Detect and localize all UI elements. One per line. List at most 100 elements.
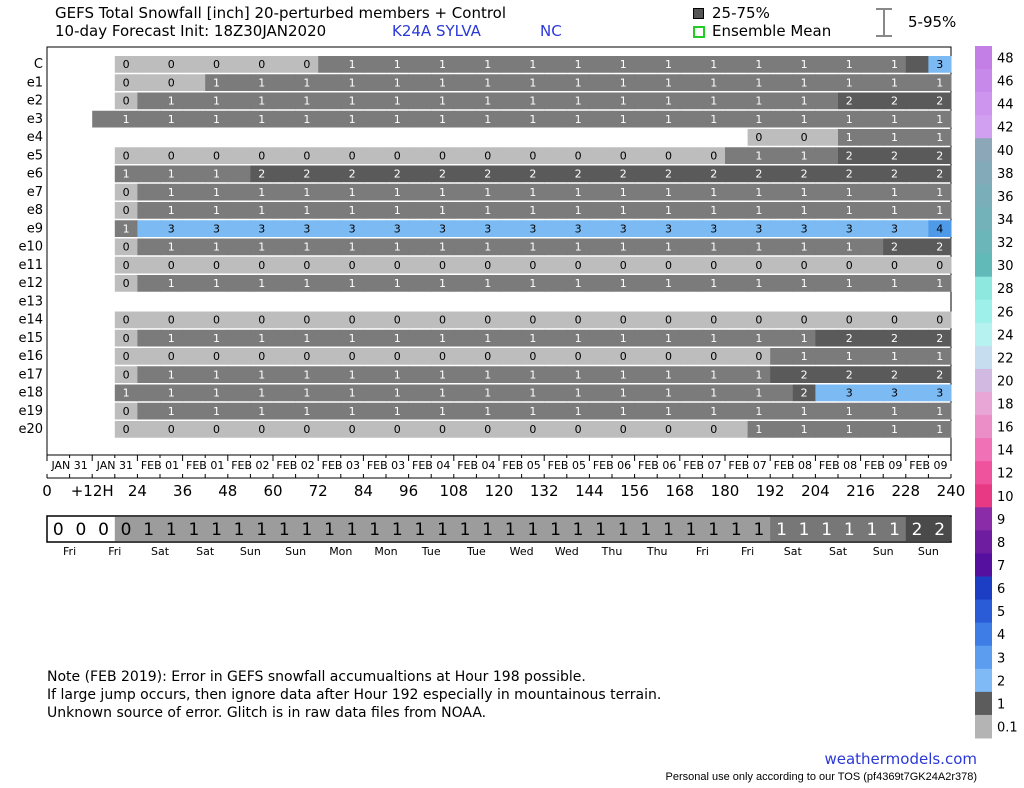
cell-value: 1 xyxy=(620,186,627,199)
cell-e12-36 xyxy=(160,275,184,292)
cell-e15-222 xyxy=(860,329,884,347)
cell-value: 1 xyxy=(665,368,672,381)
mean-cell xyxy=(295,517,319,541)
cell-e19-138 xyxy=(544,402,568,420)
cell-value: 1 xyxy=(575,332,582,345)
cell-C-150 xyxy=(589,56,613,73)
cell-e16-240 xyxy=(928,348,952,365)
cell-e3-72 xyxy=(295,110,319,128)
cell-e8-78 xyxy=(318,202,342,219)
cell-value: 2 xyxy=(936,168,943,181)
cell-e18-24 xyxy=(114,384,138,402)
cell-e7-174 xyxy=(679,183,703,201)
cell-e15-192 xyxy=(747,329,771,347)
hour-label: 48 xyxy=(218,482,237,500)
cell-e3-138 xyxy=(544,110,568,128)
cell-value: 0 xyxy=(620,350,627,363)
hour-label: 60 xyxy=(263,482,282,500)
member-label-e14: e14 xyxy=(18,313,43,328)
date-label: FEB 04 xyxy=(412,459,450,472)
mean-cell xyxy=(227,517,251,541)
mean-value: 1 xyxy=(573,520,584,540)
cell-C-114 xyxy=(453,56,477,73)
cell-e19-174 xyxy=(679,402,703,420)
cell-value: 1 xyxy=(439,76,446,89)
cell-e18-168 xyxy=(657,384,681,402)
colorbar-segment xyxy=(975,184,992,208)
colorbar-segment xyxy=(975,299,992,324)
cell-e4-192 xyxy=(747,129,771,146)
cell-value: 0 xyxy=(349,259,356,272)
cell-e6-234 xyxy=(905,165,929,183)
cell-e19-234 xyxy=(905,402,929,420)
cell-value: 1 xyxy=(213,241,220,254)
cell-value: 0 xyxy=(123,405,130,418)
cell-e18-150 xyxy=(589,384,613,402)
cell-e18-144 xyxy=(566,384,590,402)
cell-value: 0 xyxy=(620,259,627,272)
mean-value: 1 xyxy=(686,520,697,540)
cell-value: 1 xyxy=(349,277,356,290)
hour-label: 120 xyxy=(485,482,514,500)
cell-value: 1 xyxy=(529,58,536,71)
member-label-e9: e9 xyxy=(27,221,43,236)
cell-e14-222 xyxy=(860,311,884,329)
cell-e4-234 xyxy=(905,129,929,146)
cell-C-210 xyxy=(815,56,839,73)
cell-e11-54 xyxy=(227,256,251,274)
cell-e9-90 xyxy=(363,220,387,237)
cell-e20-84 xyxy=(340,421,364,438)
cell-e12-132 xyxy=(521,275,545,292)
cell-e19-120 xyxy=(476,402,500,420)
cell-e20-30 xyxy=(137,421,161,438)
cell-value: 1 xyxy=(846,241,853,254)
cell-e8-186 xyxy=(725,202,749,219)
cell-value: 0 xyxy=(258,259,265,272)
cell-value: 1 xyxy=(801,405,808,418)
cell-e1-144 xyxy=(566,74,590,91)
mean-value: 1 xyxy=(708,520,719,540)
mean-cell xyxy=(792,517,816,541)
cell-value: 0 xyxy=(575,423,582,436)
cell-value: 0 xyxy=(349,423,356,436)
cell-e14-126 xyxy=(499,311,523,329)
cell-value: 1 xyxy=(213,168,220,181)
cell-e19-60 xyxy=(250,402,274,420)
cell-e9-108 xyxy=(431,220,455,237)
cell-e3-240 xyxy=(928,110,952,128)
cell-value: 2 xyxy=(846,149,853,162)
colorbar-label: 40 xyxy=(997,144,1014,159)
cell-e4-204 xyxy=(792,129,816,146)
hour-label: 204 xyxy=(801,482,830,500)
cell-e2-240 xyxy=(928,92,952,110)
cell-value: 1 xyxy=(891,204,898,217)
cell-e12-126 xyxy=(499,275,523,292)
cell-e3-48 xyxy=(205,110,229,128)
cell-e7-210 xyxy=(815,183,839,201)
cell-value: 2 xyxy=(575,168,582,181)
cell-e6-216 xyxy=(838,165,862,183)
cell-e19-162 xyxy=(634,402,658,420)
cell-e18-60 xyxy=(250,384,274,402)
mean-cell xyxy=(205,517,229,541)
cell-value: 1 xyxy=(123,222,130,235)
colorbar-label: 32 xyxy=(997,236,1014,251)
cell-e2-132 xyxy=(521,92,545,110)
cell-value: 0 xyxy=(123,95,130,108)
cell-e19-66 xyxy=(273,402,297,420)
cell-value: 1 xyxy=(575,186,582,199)
cell-value: 1 xyxy=(755,387,762,400)
cell-e12-240 xyxy=(928,275,952,292)
mean-cell xyxy=(860,517,884,541)
day-label: Fri xyxy=(741,545,754,558)
cell-e20-96 xyxy=(386,421,410,438)
cell-e2-48 xyxy=(205,92,229,110)
cell-e19-222 xyxy=(860,402,884,420)
cell-value: 1 xyxy=(846,131,853,144)
cell-e10-54 xyxy=(227,238,251,256)
cell-e18-72 xyxy=(295,384,319,402)
site-link[interactable]: weathermodels.com xyxy=(824,750,977,768)
cell-e3-66 xyxy=(273,110,297,128)
cell-e5-126 xyxy=(499,147,523,164)
hour-label: 240 xyxy=(937,482,966,500)
